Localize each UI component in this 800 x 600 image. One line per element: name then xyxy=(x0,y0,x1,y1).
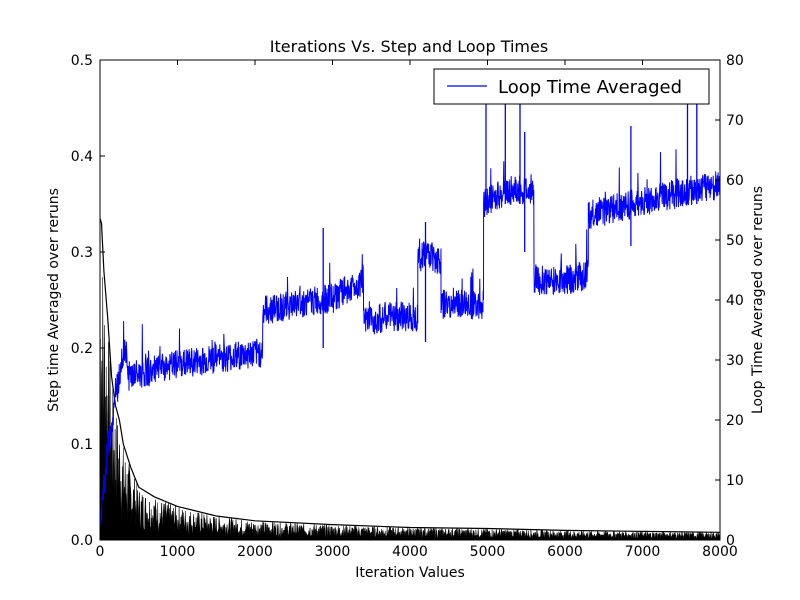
series-step-time-area xyxy=(99,277,721,541)
x-axis-ticks: 0 1000 2000 3000 4000 5000 6000 7000 8000 xyxy=(96,60,738,560)
legend: Loop Time Averaged xyxy=(433,68,710,105)
y-right-axis-label: Loop Time Averaged over reruns xyxy=(750,186,766,414)
x-tick-label: 3000 xyxy=(315,544,351,560)
y-right-tick-label: 70 xyxy=(726,113,744,129)
chart-title: Iterations Vs. Step and Loop Times xyxy=(270,37,548,56)
y-left-tick-label: 0.2 xyxy=(71,341,93,357)
y-left-tick-label: 0.5 xyxy=(71,53,93,69)
plot-frame xyxy=(99,59,721,541)
y-right-axis-ticks: 0 10 20 30 40 50 60 70 80 xyxy=(715,53,744,549)
y-left-tick-label: 0.3 xyxy=(71,245,93,261)
y-right-tick-label: 0 xyxy=(726,533,735,549)
x-tick-label: 1000 xyxy=(160,544,196,560)
x-tick-label: 7000 xyxy=(625,544,661,560)
data-layer xyxy=(99,84,721,541)
series-loop-time-line xyxy=(99,149,721,526)
y-left-tick-label: 0.0 xyxy=(71,533,93,549)
y-right-tick-label: 80 xyxy=(726,53,744,69)
x-tick-label: 6000 xyxy=(547,544,583,560)
x-tick-label: 0 xyxy=(96,544,105,560)
y-left-tick-label: 0.4 xyxy=(71,149,93,165)
y-left-tick-label: 0.1 xyxy=(71,437,93,453)
x-tick-label: 4000 xyxy=(392,544,428,560)
y-right-tick-label: 10 xyxy=(726,473,744,489)
series-step-time-line xyxy=(99,218,721,533)
legend-label-loop-time: Loop Time Averaged xyxy=(498,77,682,98)
x-tick-label: 2000 xyxy=(237,544,273,560)
y-left-axis-ticks: 0.0 0.1 0.2 0.3 0.4 0.5 xyxy=(71,53,105,549)
y-right-tick-label: 50 xyxy=(726,233,744,249)
y-right-tick-label: 30 xyxy=(726,353,744,369)
x-axis-label: Iteration Values xyxy=(355,565,465,581)
y-right-tick-label: 20 xyxy=(726,413,744,429)
x-tick-label: 5000 xyxy=(470,544,506,560)
x-tick-label: 8000 xyxy=(702,544,738,560)
y-left-axis-label: Step time Averaged over reruns xyxy=(46,188,62,412)
y-right-tick-label: 60 xyxy=(726,173,744,189)
y-right-tick-label: 40 xyxy=(726,293,744,309)
